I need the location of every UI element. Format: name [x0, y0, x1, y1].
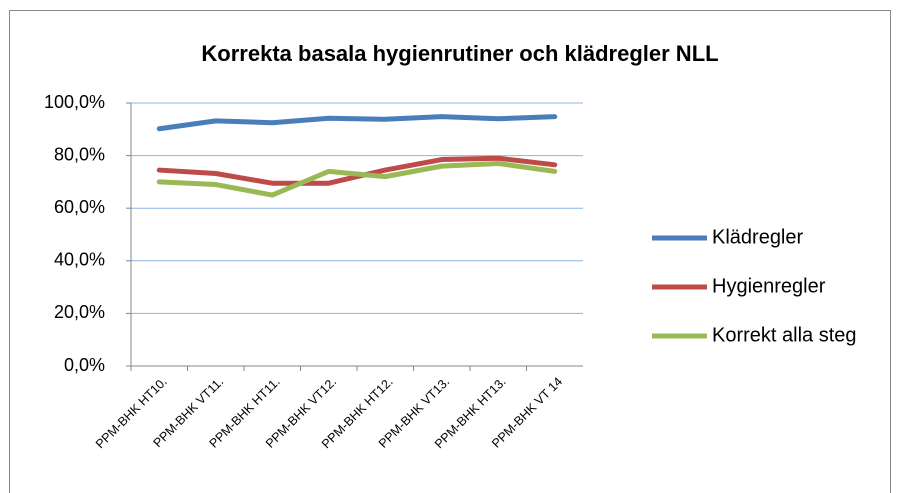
legend-label: Klädregler [712, 226, 804, 248]
legend-label: Hygienregler [712, 275, 826, 297]
series-line [156, 114, 558, 132]
y-tick-label: 0,0% [64, 355, 105, 375]
y-tick-label: 80,0% [54, 144, 105, 164]
legend-label: Korrekt alla steg [712, 324, 857, 346]
y-tick-label: 100,0% [44, 92, 105, 112]
y-tick-label: 20,0% [54, 302, 105, 322]
y-tick-label: 40,0% [54, 250, 105, 270]
series-line [156, 155, 558, 186]
chart-title: Korrekta basala hygienrutiner och klädre… [201, 41, 718, 66]
series-line [156, 160, 558, 198]
y-tick-label: 60,0% [54, 197, 105, 217]
chart-frame [9, 10, 891, 493]
